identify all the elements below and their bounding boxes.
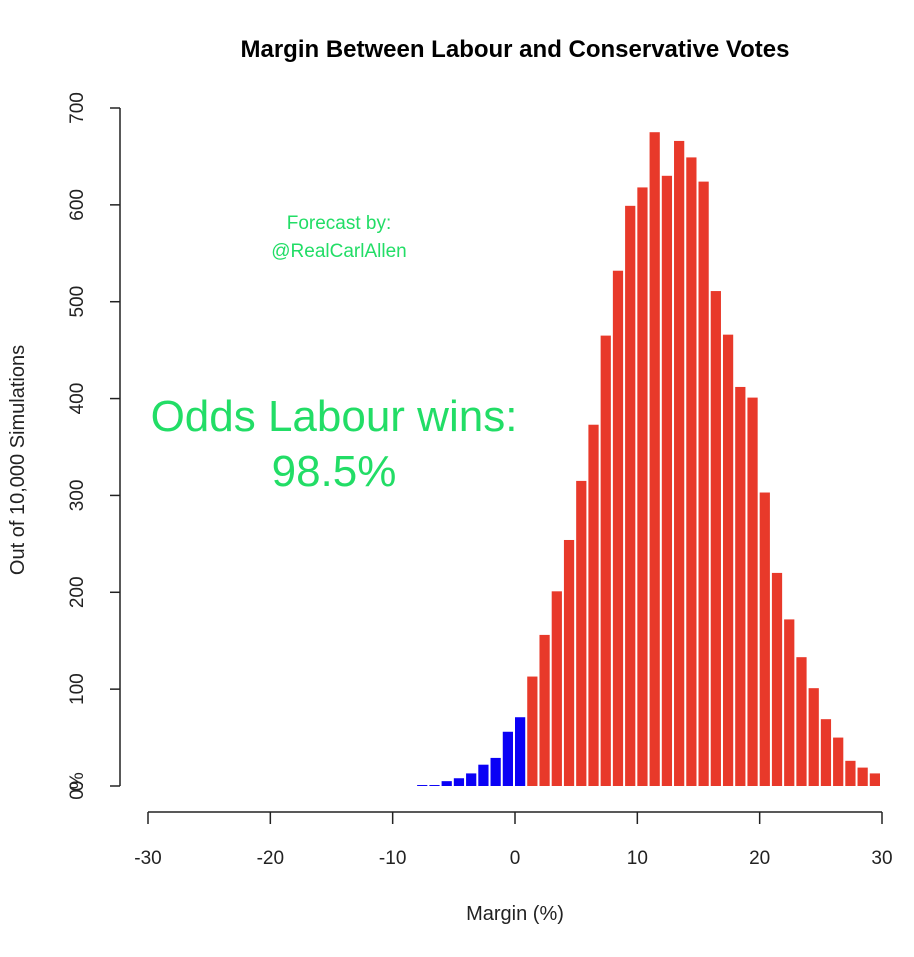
- x-axis: -30 -20 -10 0 10 20 30: [134, 811, 893, 869]
- histogram-bar: [539, 634, 550, 786]
- y-zero-percent-label: 0%: [67, 772, 88, 800]
- y-tick-label: 100: [67, 673, 88, 705]
- y-tick-label: 600: [67, 189, 88, 221]
- histogram-bar: [845, 760, 856, 786]
- histogram-bar: [453, 778, 465, 786]
- y-tick-label: 500: [67, 286, 88, 318]
- histogram-bar: [759, 492, 770, 786]
- histogram-bar: [576, 480, 587, 786]
- histogram-bars: [417, 132, 880, 787]
- histogram-bar: [833, 737, 844, 786]
- chart-title: Margin Between Labour and Conservative V…: [240, 36, 789, 63]
- x-tick-label: 20: [749, 848, 770, 869]
- histogram-bar: [429, 785, 440, 786]
- histogram-bar: [600, 335, 611, 786]
- histogram-bar: [441, 781, 452, 786]
- histogram-bar: [710, 291, 721, 786]
- histogram-bar: [820, 719, 832, 786]
- histogram-bar: [515, 717, 526, 786]
- histogram-bar: [661, 175, 673, 787]
- y-axis-label: Out of 10,000 Simulations: [7, 345, 29, 575]
- y-tick-label: 400: [67, 383, 88, 415]
- histogram-bar: [527, 676, 538, 786]
- x-tick-label: 0: [510, 848, 521, 869]
- histogram-bar: [625, 205, 636, 786]
- histogram-bar: [784, 619, 795, 786]
- y-tick-label: 200: [67, 576, 88, 608]
- histogram-bar: [869, 773, 880, 786]
- histogram-bar: [686, 157, 697, 786]
- histogram-bar: [771, 572, 783, 786]
- x-tick-label: -30: [134, 848, 161, 869]
- x-tick-label: 30: [871, 848, 892, 869]
- histogram-bar: [649, 132, 660, 786]
- histogram-bar: [417, 785, 428, 786]
- histogram-bar: [735, 386, 746, 786]
- histogram-bar: [466, 773, 477, 786]
- histogram-bar: [698, 181, 709, 787]
- odds-line-1: Odds Labour wins:: [151, 392, 518, 441]
- x-tick-label: 10: [627, 848, 648, 869]
- histogram-bar: [796, 657, 807, 786]
- x-tick-label: -20: [257, 848, 284, 869]
- credit-line-1: Forecast by:: [287, 213, 392, 234]
- histogram-bar: [674, 140, 685, 786]
- x-axis-label: Margin (%): [466, 903, 564, 925]
- histogram-bar: [478, 764, 489, 786]
- histogram-bar: [808, 688, 819, 786]
- histogram-bar: [747, 397, 758, 786]
- y-tick-label: 700: [67, 92, 88, 124]
- histogram-bar: [588, 424, 599, 786]
- histogram-bar: [722, 334, 734, 786]
- histogram-bar: [612, 270, 624, 787]
- x-tick-label: -10: [379, 848, 406, 869]
- histogram-bar: [637, 187, 648, 787]
- histogram-bar: [563, 539, 575, 786]
- histogram-bar: [490, 757, 501, 786]
- histogram-bar: [857, 767, 868, 786]
- y-tick-label: 0: [67, 781, 88, 792]
- histogram-bar: [502, 731, 513, 786]
- odds-line-2: 98.5%: [272, 447, 397, 496]
- y-tick-label: 300: [67, 480, 88, 512]
- y-axis: 0 100 200 300 400 500 600 700 0%: [67, 92, 121, 800]
- credit-line-2: @RealCarlAllen: [271, 241, 406, 262]
- histogram-bar: [551, 591, 562, 786]
